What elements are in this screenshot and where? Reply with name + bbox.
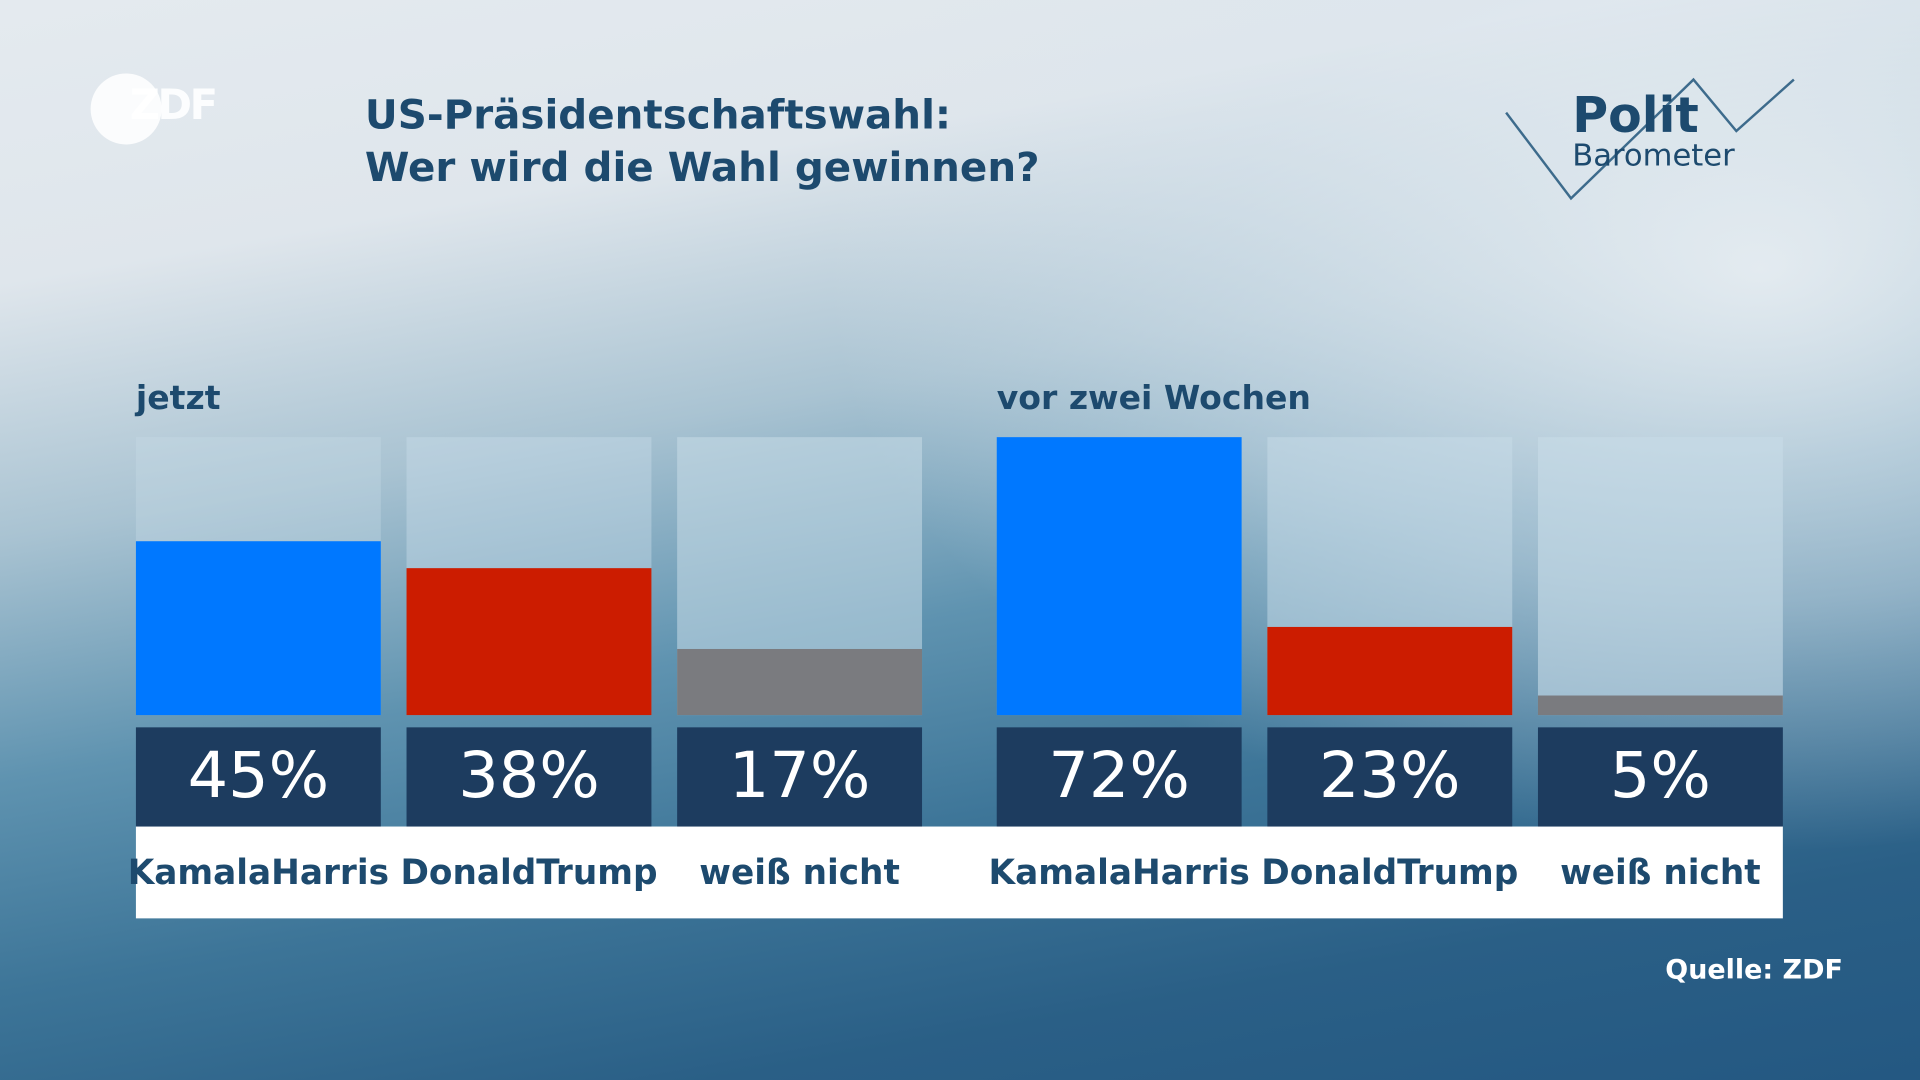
category-label: weiß nicht [677,827,922,919]
value-label: 72% [996,727,1242,827]
brand-polit: Polit [1572,88,1699,145]
chart-title: US-Präsidentschaftswahl: Wer wird die Wa… [365,88,1040,193]
value-label: 23% [1267,727,1513,827]
category-label: Kamala Harris [128,827,389,919]
source-note: Quelle: ZDF [1665,955,1843,986]
bar-track [1537,437,1783,716]
politbarometer-zigzag-icon [1505,77,1795,201]
zdf-logo-text: ZDF [129,80,218,130]
category-label: Kamala Harris [989,827,1250,919]
bar-track [677,437,923,716]
zdf-logo [90,73,162,145]
category-label-line: Harris [271,852,390,893]
group-label: vor zwei Wochen [996,379,1311,418]
title-line-1: US-Präsidentschaftswahl: [364,90,952,139]
category-label: Donald Trump [1261,827,1518,919]
category-label-line: Kamala [988,852,1133,893]
bar [1537,695,1783,716]
category-label-line: Trump [1397,852,1519,893]
value-label: 5% [1537,727,1783,827]
brand-barometer: Barometer [1572,137,1735,173]
category-label: weiß nicht [1538,827,1783,919]
title-line-2: Wer wird die Wahl gewinnen? [364,143,1040,192]
category-label-line: weiß nicht [1560,852,1761,893]
value-label: 38% [406,727,652,827]
category-label-line: Kamala [127,852,272,893]
bar-track [135,437,381,716]
category-label-line: Harris [1132,852,1250,893]
category-label-line: Donald [400,852,537,893]
bar [406,568,652,716]
category-label: Donald Trump [400,827,657,919]
bar-track [996,437,1242,716]
group-label: jetzt [135,379,221,418]
category-label-line: Trump [536,852,658,893]
bar-track [1267,437,1513,716]
bar [1267,626,1513,716]
value-label: 17% [677,727,923,827]
bar [677,649,923,716]
bar-track [406,437,652,716]
bar [135,541,381,716]
label-strip [135,826,1783,919]
category-label-line: weiß nicht [699,852,900,893]
category-label-line: Donald [1261,852,1398,893]
bar [996,437,1242,716]
value-label: 45% [135,727,381,827]
